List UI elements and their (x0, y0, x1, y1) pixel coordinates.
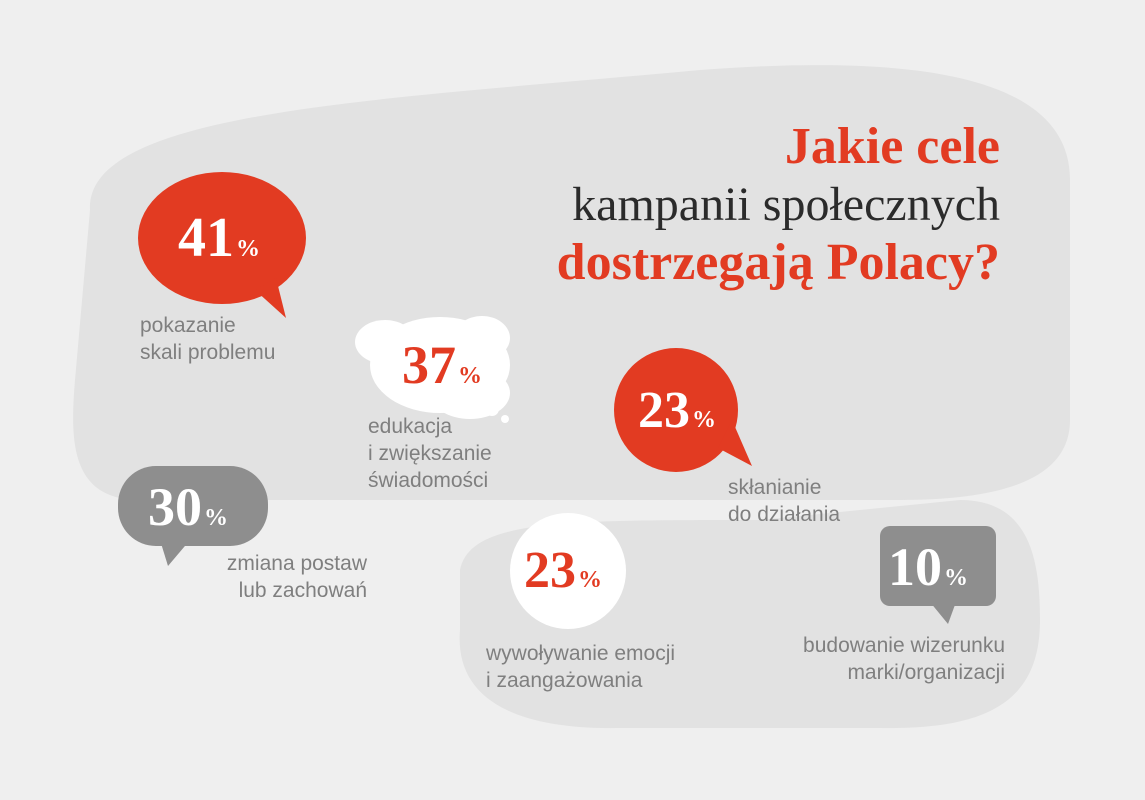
panel-top (73, 65, 1071, 500)
label-23-red-line-1: skłanianie (728, 476, 822, 499)
value-10: 10% (888, 540, 968, 594)
value-37: 37% (402, 338, 482, 392)
label-30-line-2: lub zachowań (238, 579, 367, 602)
label-23-red: skłanianie do działania (728, 474, 840, 528)
label-23-white-line-2: i zaangażowania (486, 669, 643, 692)
value-23-red: 23% (638, 385, 716, 437)
bubble-23-red (614, 348, 752, 472)
value-37-unit: % (458, 363, 482, 389)
value-23-red-unit: % (692, 407, 716, 433)
value-41-unit: % (236, 236, 260, 262)
label-30-line-1: zmiana postaw (226, 552, 367, 575)
value-23-white-number: 23 (524, 542, 576, 599)
label-30: zmiana postaw lub zachowań (197, 550, 367, 604)
value-23-white: 23% (524, 545, 602, 597)
bubble-41 (138, 172, 306, 318)
label-23-white-line-1: wywoływanie emocji (486, 642, 676, 665)
value-10-number: 10 (888, 537, 942, 597)
value-37-number: 37 (402, 335, 456, 395)
value-23-red-number: 23 (638, 382, 690, 439)
label-23-white: wywoływanie emocji i zaangażowania (486, 640, 675, 694)
label-10-line-2: marki/organizacji (847, 661, 1005, 684)
label-41: pokazanie skali problemu (140, 312, 275, 366)
value-23-white-unit: % (578, 567, 602, 593)
label-37-line-1: edukacja (368, 415, 453, 438)
label-37-line-2: i zwiększanie (368, 442, 492, 465)
value-30-number: 30 (148, 477, 202, 537)
label-10: budowanie wizerunku marki/organizacji (760, 632, 1005, 686)
label-37-line-3: świadomości (368, 469, 489, 492)
title-line-2: kampanii społecznych (572, 178, 1000, 231)
bubble-37 (355, 316, 510, 423)
value-41-number: 41 (178, 207, 234, 269)
label-41-line-1: pokazanie (140, 314, 236, 337)
value-30: 30% (148, 480, 228, 534)
value-41: 41% (178, 210, 260, 266)
label-10-line-1: budowanie wizerunku (803, 634, 1005, 657)
bubble-30 (118, 466, 268, 566)
chart-title: Jakie cele kampanii społecznych dostrzeg… (557, 118, 1000, 292)
label-41-line-2: skali problemu (140, 341, 276, 364)
label-37: edukacja i zwiększanie świadomości (368, 413, 492, 494)
title-line-1: Jakie cele (784, 118, 1000, 175)
title-line-3: dostrzegają Polacy? (556, 234, 1000, 291)
bubble-10 (880, 526, 996, 624)
label-23-red-line-2: do działania (728, 503, 841, 526)
value-30-unit: % (204, 505, 228, 531)
value-10-unit: % (944, 565, 968, 591)
bubble-23-white (510, 513, 626, 629)
